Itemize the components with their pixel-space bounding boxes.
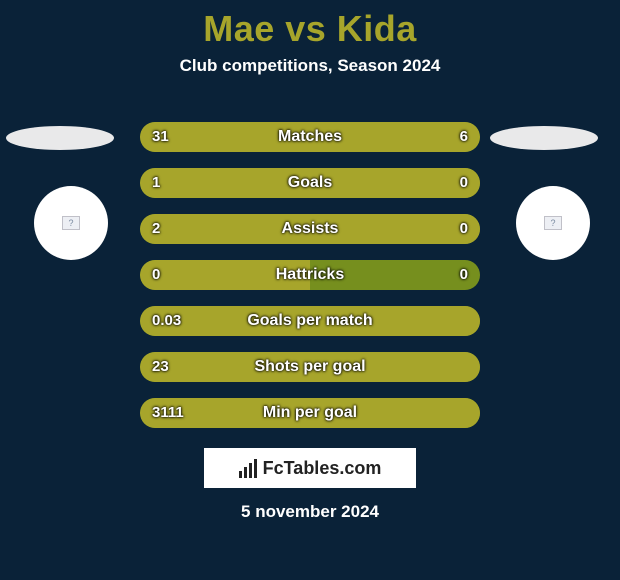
fctables-logo: FcTables.com bbox=[204, 448, 416, 488]
stat-row: 23Shots per goal bbox=[140, 352, 480, 382]
logo-bars-icon bbox=[239, 459, 257, 478]
team-left-ellipse bbox=[6, 126, 114, 150]
footer-date: 5 november 2024 bbox=[0, 502, 620, 522]
page-title: Mae vs Kida bbox=[0, 0, 620, 50]
team-right-badge: ? bbox=[516, 186, 590, 260]
stat-row: 0.03Goals per match bbox=[140, 306, 480, 336]
stat-row: 00Hattricks bbox=[140, 260, 480, 290]
stat-row: 20Assists bbox=[140, 214, 480, 244]
stat-label: Min per goal bbox=[140, 398, 480, 428]
stats-table: 316Matches 10Goals 20Assists 00Hattricks 0.0… bbox=[140, 122, 480, 444]
stat-label: Shots per goal bbox=[140, 352, 480, 382]
stat-row: 3111Min per goal bbox=[140, 398, 480, 428]
stat-label: Hattricks bbox=[140, 260, 480, 290]
team-left-badge: ? bbox=[34, 186, 108, 260]
stat-label: Assists bbox=[140, 214, 480, 244]
placeholder-icon: ? bbox=[62, 216, 80, 230]
logo-text: FcTables.com bbox=[263, 458, 382, 479]
stat-label: Goals bbox=[140, 168, 480, 198]
stat-row: 10Goals bbox=[140, 168, 480, 198]
stat-row: 316Matches bbox=[140, 122, 480, 152]
stat-label: Goals per match bbox=[140, 306, 480, 336]
placeholder-icon: ? bbox=[544, 216, 562, 230]
page-subtitle: Club competitions, Season 2024 bbox=[0, 56, 620, 76]
team-right-ellipse bbox=[490, 126, 598, 150]
stat-label: Matches bbox=[140, 122, 480, 152]
